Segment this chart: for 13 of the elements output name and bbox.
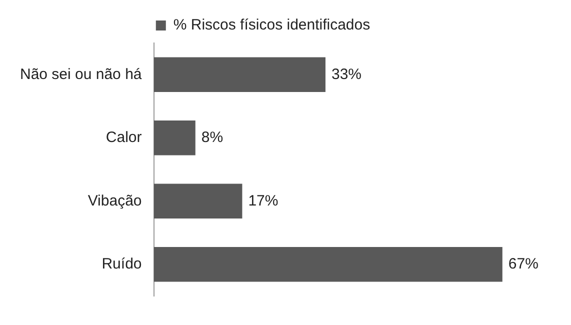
bar: [154, 246, 502, 282]
bar: [154, 57, 326, 92]
bar: [154, 184, 242, 219]
data-label: 67%: [508, 256, 538, 273]
legend-label: % Riscos físicos identificados: [173, 16, 370, 34]
y-tick-label: Calor: [106, 129, 142, 146]
y-tick-label: Vibação: [88, 192, 142, 210]
data-label: 17%: [248, 192, 278, 210]
data-label: 33%: [331, 66, 362, 83]
data-label: 8%: [201, 129, 224, 146]
y-tick-label: Ruído: [102, 256, 142, 273]
y-tick-label: Não sei ou não há: [20, 66, 142, 83]
bar: [154, 120, 196, 156]
